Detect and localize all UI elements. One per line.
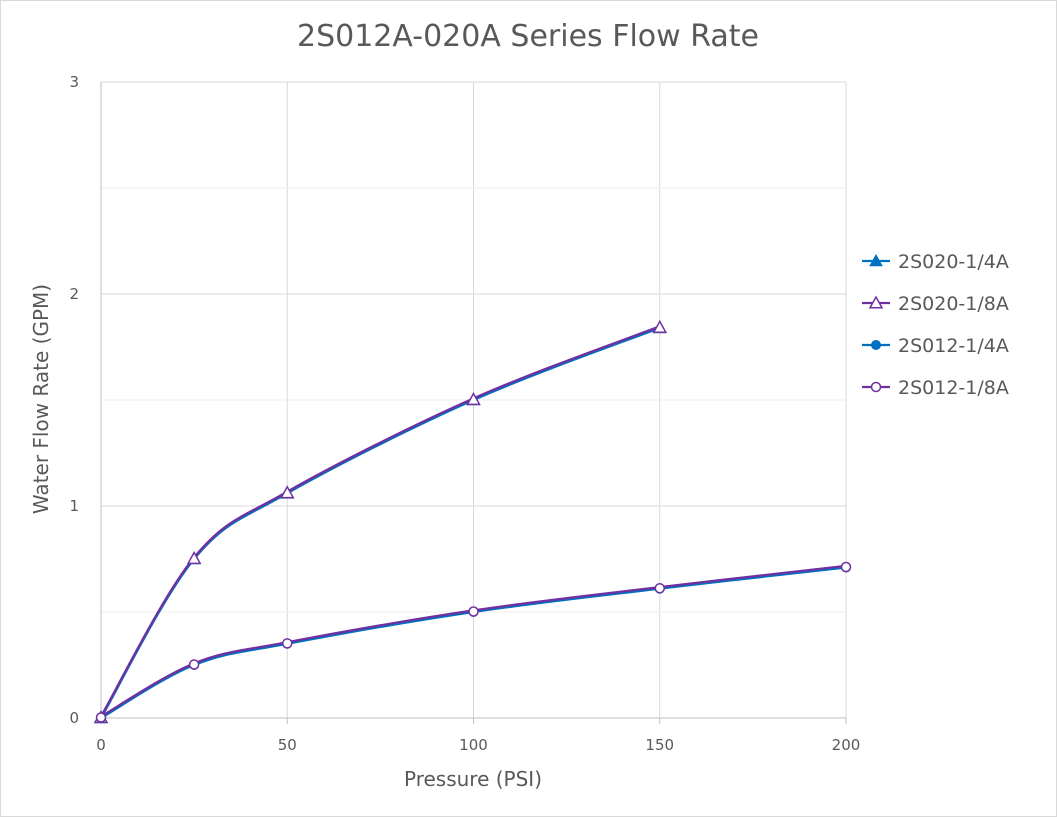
circle-marker — [840, 561, 852, 573]
series-2S020-1/4A — [100, 326, 661, 719]
series-2S020-1/8A — [100, 325, 661, 717]
markers-2S020-1/4A — [94, 320, 667, 724]
legend-label: 2S020-1/4A — [898, 251, 1009, 273]
triangle-marker — [466, 391, 481, 406]
legend: 2S020-1/4A 2S020-1/8A 2S012-1/4A 2S012-1/8A — [862, 251, 1009, 399]
legend-label: 2S012-1/8A — [898, 377, 1009, 399]
chart-title: 2S012A-020A Series Flow Rate — [297, 19, 759, 54]
triangle-marker — [652, 319, 668, 333]
triangle-marker — [279, 485, 295, 499]
triangle-marker — [869, 253, 883, 267]
circle-marker — [95, 712, 107, 723]
markers-2S020-1/8A — [93, 319, 668, 724]
circle-marker — [654, 582, 665, 594]
legend-item: 2S020-1/8A — [862, 293, 1009, 315]
markers-2S012-1/8A — [95, 561, 852, 723]
x-tick-label: 200 — [832, 736, 861, 754]
legend-item: 2S020-1/4A — [862, 251, 1009, 273]
circle-marker — [188, 659, 200, 670]
y-tick-label: 2 — [69, 285, 79, 303]
x-tick-label: 150 — [645, 736, 674, 754]
series-line — [100, 325, 661, 717]
x-tick-label: 0 — [96, 736, 106, 754]
y-axis-title: Water Flow Rate (GPM) — [29, 284, 53, 514]
y-tick-labels: 0 1 2 3 — [69, 73, 79, 727]
x-tick-label: 50 — [278, 736, 297, 754]
series-layer — [93, 319, 852, 724]
circle-marker — [282, 638, 293, 649]
legend-label: 2S012-1/4A — [898, 335, 1009, 357]
series-line — [100, 326, 661, 719]
x-tick-labels: 0 50 100 150 200 — [96, 736, 860, 754]
y-tick-label: 0 — [69, 709, 79, 727]
circle-marker — [871, 340, 881, 350]
triangle-marker — [868, 295, 884, 309]
legend-label: 2S020-1/8A — [898, 293, 1009, 315]
legend-item: 2S012-1/4A — [862, 335, 1009, 357]
y-tick-label: 3 — [69, 73, 79, 91]
y-tick-label: 1 — [69, 497, 79, 515]
x-axis-title: Pressure (PSI) — [404, 767, 542, 791]
legend-item: 2S012-1/8A — [862, 377, 1009, 399]
circle-marker — [870, 381, 882, 393]
triangle-marker — [186, 550, 202, 565]
x-tick-label: 100 — [459, 736, 488, 754]
circle-marker — [468, 606, 479, 617]
